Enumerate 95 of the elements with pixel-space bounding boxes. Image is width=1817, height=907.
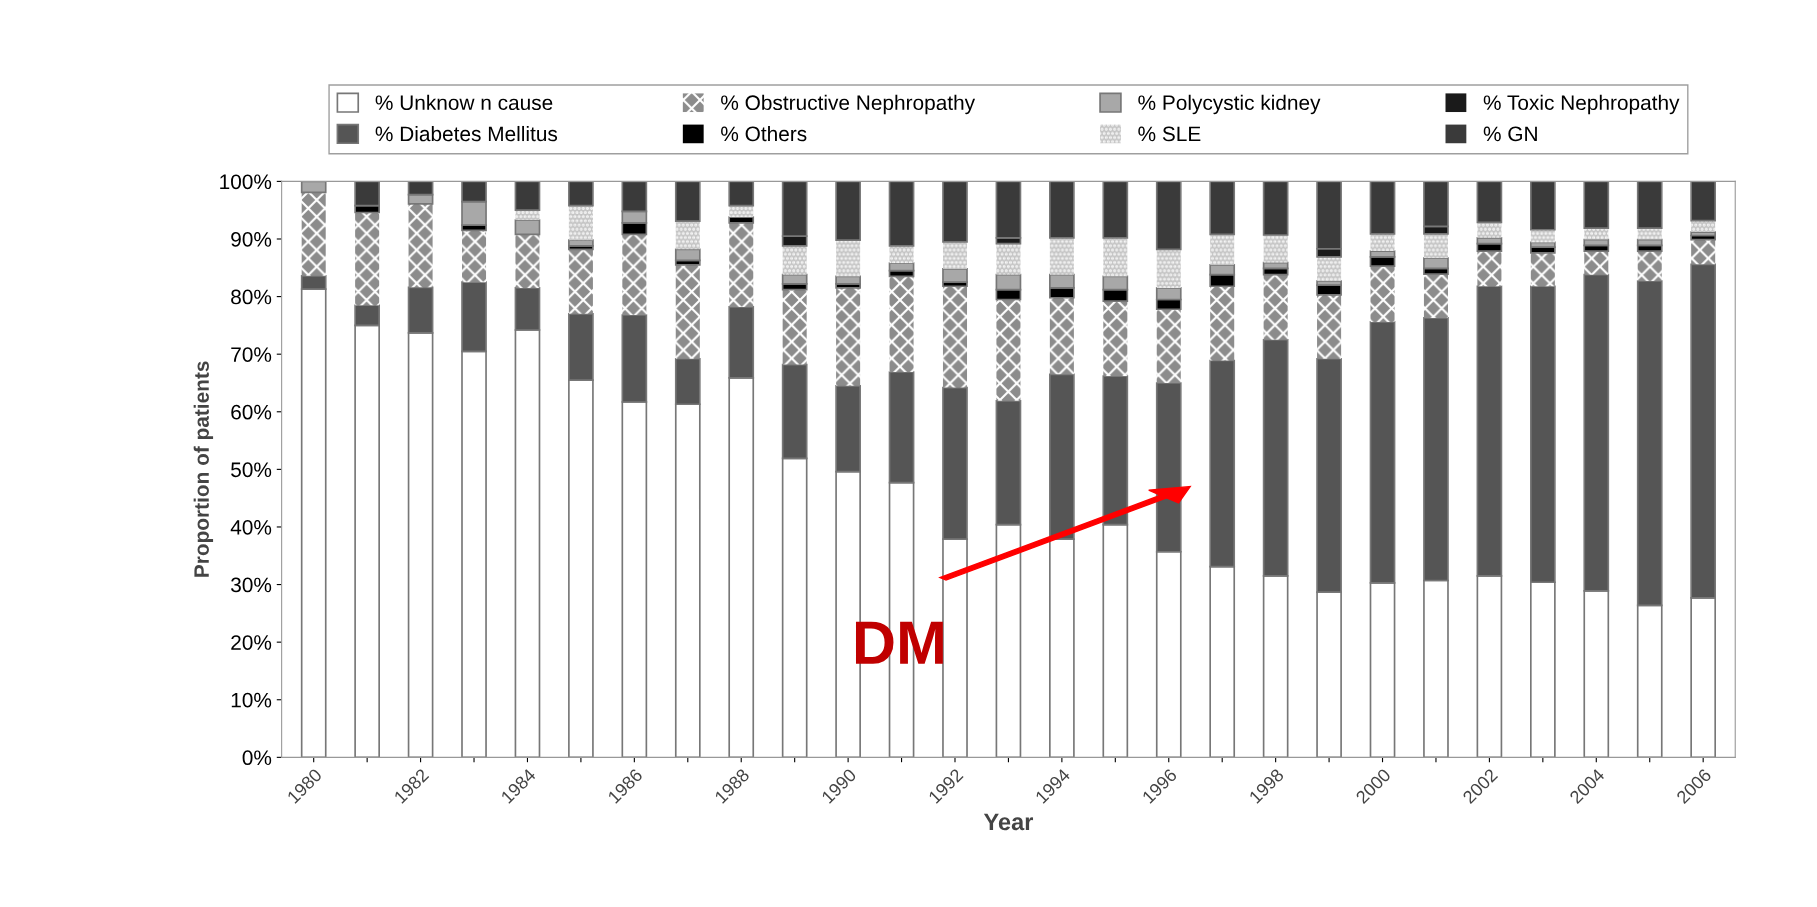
- bar: [1583, 181, 1610, 229]
- bar: [1156, 249, 1181, 288]
- bar: [996, 243, 1021, 275]
- legend-label: % Polycystic kidney: [1138, 94, 1321, 115]
- bar: [1423, 274, 1448, 318]
- y-tick-label: 40%: [230, 519, 272, 535]
- bar: [1637, 251, 1662, 282]
- bar: [942, 181, 968, 243]
- x-axis-title: Year: [983, 813, 1034, 831]
- bar: [568, 181, 594, 207]
- bar: [622, 234, 647, 316]
- bar: [675, 264, 700, 359]
- bar: [1263, 234, 1288, 263]
- bar: [568, 249, 593, 314]
- bar: [1155, 181, 1182, 251]
- bar: [1530, 252, 1555, 287]
- y-tick-label: 20%: [231, 635, 272, 650]
- bar: [1210, 286, 1235, 361]
- bar: [1209, 181, 1236, 236]
- bar: [1210, 234, 1235, 265]
- y-tick-label: 0%: [242, 750, 272, 766]
- bar: [674, 248, 701, 262]
- y-axis-title: Proportion of patients: [193, 361, 214, 577]
- bar: [1369, 181, 1396, 235]
- bar: [1584, 228, 1609, 240]
- bar: [1423, 233, 1448, 258]
- bar: [1690, 181, 1717, 222]
- bar: [782, 289, 807, 365]
- bar: [568, 205, 593, 241]
- y-tick-label: 10%: [231, 692, 272, 708]
- bar: [1529, 181, 1556, 231]
- bar: [300, 181, 327, 194]
- bar: [1102, 181, 1129, 239]
- bar: [1103, 301, 1128, 377]
- bar: [942, 241, 968, 269]
- legend-label: % GN: [1483, 126, 1537, 142]
- bar: [996, 299, 1021, 401]
- bar: [728, 216, 755, 224]
- bar: [1103, 237, 1128, 277]
- legend-label: % Toxic Nephropathy: [1483, 94, 1680, 115]
- bar: [1477, 251, 1502, 287]
- bar: [1370, 233, 1395, 252]
- bar: [675, 221, 700, 250]
- bar: [836, 287, 861, 386]
- y-tick-label: 100%: [220, 174, 272, 190]
- bar: [408, 203, 433, 288]
- legend-label: % Obstructive Nephropathy: [721, 94, 976, 115]
- bar: [514, 219, 541, 236]
- bar: [515, 234, 540, 288]
- bar: [835, 181, 861, 241]
- bar: [1477, 222, 1502, 238]
- bar: [355, 212, 380, 306]
- bar: [835, 275, 861, 285]
- bar: [1049, 181, 1075, 239]
- bar: [1263, 274, 1288, 340]
- bar: [889, 245, 914, 264]
- bar: [1476, 181, 1503, 224]
- bar: [1636, 181, 1663, 229]
- y-tick-label: 30%: [231, 577, 272, 593]
- bar: [782, 245, 807, 275]
- bar: [888, 181, 915, 247]
- bar: [728, 181, 755, 207]
- bar: [1584, 251, 1609, 275]
- bar: [1049, 237, 1074, 275]
- bar: [1691, 239, 1716, 265]
- bar: [568, 239, 594, 247]
- bar: [301, 192, 326, 276]
- bar: [836, 240, 861, 277]
- bar: [889, 276, 914, 373]
- legend-label: % Others: [721, 125, 807, 142]
- bar: [942, 286, 968, 388]
- legend-label: % Diabetes Mellitus: [375, 125, 558, 142]
- bar: [1637, 228, 1662, 240]
- bar: [462, 230, 487, 283]
- y-tick-label: 60%: [231, 404, 272, 420]
- bar: [1691, 220, 1716, 233]
- legend-label: % Unknow n cause: [375, 94, 553, 111]
- y-tick-label: 50%: [231, 462, 272, 478]
- y-tick-label: 70%: [231, 347, 272, 362]
- bar: [1370, 266, 1395, 322]
- bar: [514, 181, 541, 212]
- bar: [1262, 181, 1289, 236]
- bar: [515, 210, 540, 220]
- bar: [1049, 297, 1074, 375]
- bar: [674, 181, 701, 222]
- bar: [942, 268, 968, 284]
- y-tick-label: 90%: [231, 232, 272, 247]
- bar: [1317, 294, 1342, 359]
- bar: [1156, 309, 1181, 383]
- annotation: DM: [855, 621, 943, 664]
- bar: [1317, 256, 1342, 282]
- bar: [729, 222, 754, 307]
- y-tick-label: 80%: [231, 289, 272, 305]
- legend-label: % SLE: [1138, 126, 1201, 142]
- bar: [729, 205, 754, 218]
